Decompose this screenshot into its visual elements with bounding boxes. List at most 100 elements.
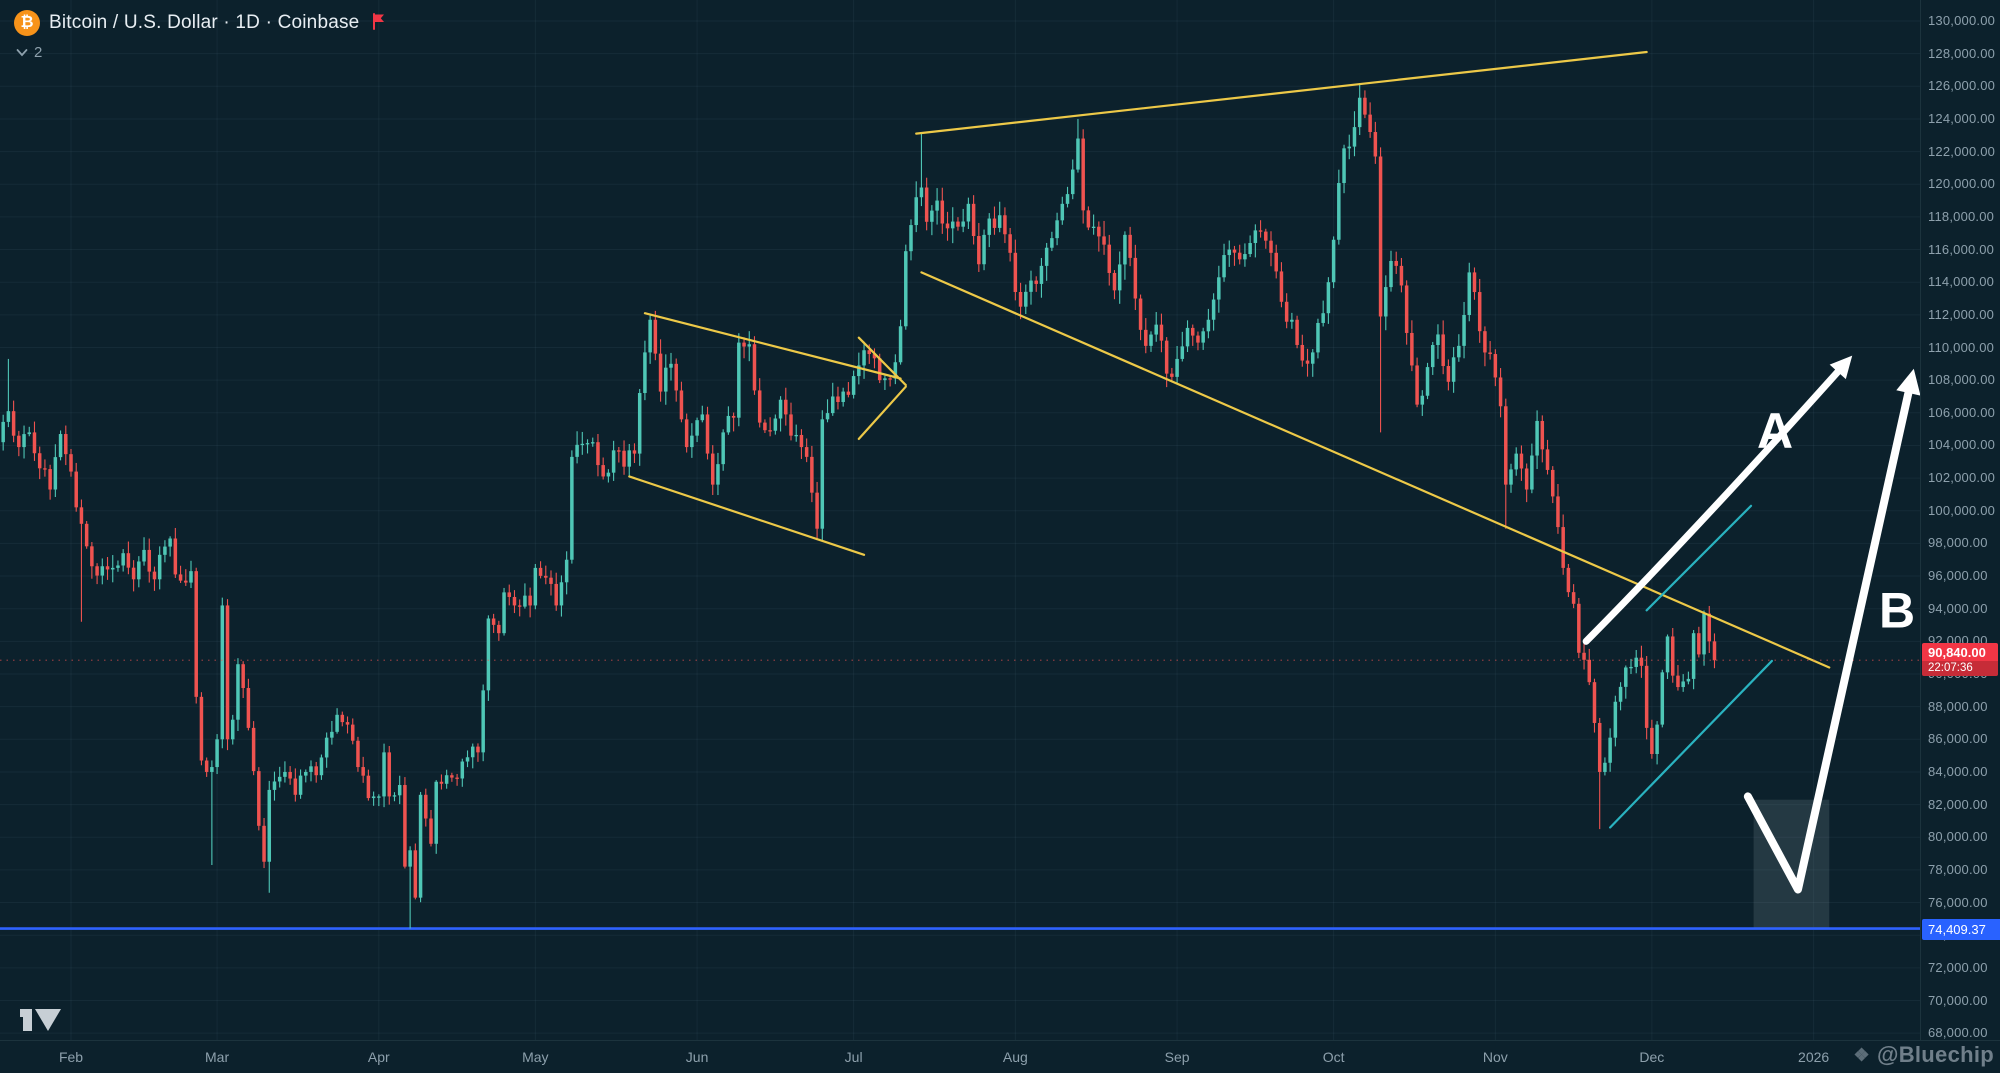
price-tick-label: 118,000.00 [1928, 208, 1995, 224]
flag-icon[interactable] [368, 11, 388, 36]
candle-body [424, 794, 428, 819]
candle-body [497, 624, 501, 634]
candle-body [1639, 657, 1644, 666]
candle-body [48, 469, 52, 490]
candle-body [17, 435, 21, 448]
label-letter-b[interactable]: B [1879, 582, 1915, 638]
candle-body [502, 592, 506, 634]
candle-body [1321, 313, 1325, 323]
candle-body [178, 574, 183, 581]
candle-body [1274, 252, 1278, 272]
candle-body [1483, 331, 1487, 353]
candle-body [1034, 280, 1038, 284]
candle-body [1702, 613, 1706, 655]
candle-body [1044, 247, 1049, 266]
candle-body [1545, 449, 1550, 470]
candle-body [1665, 636, 1670, 673]
candle-body [549, 577, 553, 584]
symbol-title[interactable]: Bitcoin / U.S. Dollar · 1D · Coinbase [49, 12, 360, 33]
trendline-channel-lower[interactable] [1609, 659, 1773, 829]
candle-body [700, 414, 705, 421]
candle-body [230, 719, 235, 740]
candle-body [116, 565, 120, 568]
candle-body [1091, 226, 1096, 228]
trendline-pennant-upper[interactable] [857, 336, 907, 387]
price-tick-label: 110,000.00 [1928, 339, 1995, 355]
candle-body [429, 818, 433, 844]
candle-body [283, 771, 287, 777]
candle-body [1070, 169, 1075, 195]
candle-body [293, 778, 298, 795]
trendline-descending-resistance[interactable] [920, 271, 1831, 669]
candle-body [157, 554, 162, 580]
candle-body [632, 450, 637, 454]
indicator-collapse-row[interactable]: 2 [16, 44, 42, 61]
price-tick-label: 70,000.00 [1928, 992, 1988, 1008]
candle-body [523, 595, 527, 607]
candle-body [956, 221, 960, 227]
tradingview-logo[interactable] [18, 1006, 64, 1039]
candle-body [1446, 366, 1451, 382]
candle-body [554, 583, 558, 606]
trendline-wedge-lower[interactable] [628, 475, 866, 556]
candle-body [408, 850, 412, 867]
projection-arrow-b[interactable] [1743, 382, 1914, 894]
arrowhead-a [1829, 355, 1853, 380]
candle-body [544, 575, 548, 578]
candle-body [1300, 344, 1305, 361]
candle-body [152, 571, 157, 580]
watermark: ❖ @Bluechip [1854, 1042, 1995, 1068]
candle-body [679, 390, 684, 420]
label-letter-a[interactable]: A [1757, 403, 1793, 459]
price-tick-label: 98,000.00 [1928, 535, 1988, 551]
candle-body [1420, 395, 1425, 405]
candle-body [570, 456, 574, 560]
candle-body [377, 796, 381, 798]
projection-arrow-a[interactable] [1582, 364, 1845, 645]
time-tick-label: 2026 [1798, 1049, 1830, 1065]
candle-body [872, 354, 877, 359]
price-axis[interactable]: 68,000.0070,000.0072,000.0074,000.0076,0… [1920, 0, 2000, 1040]
candle-body [1337, 183, 1341, 240]
candle-body [1310, 352, 1315, 364]
price-tick-label: 68,000.00 [1928, 1025, 1988, 1041]
time-tick-label: Nov [1482, 1049, 1508, 1065]
candle-body [1650, 727, 1654, 754]
trendline-top-resistance[interactable] [915, 50, 1648, 135]
candle-body [455, 777, 459, 779]
time-axis[interactable]: Feb Mar Apr May Jun Jul Aug Sep Oct Nov Dec 2026 [0, 1040, 2000, 1073]
watermark-handle: @Bluechip [1876, 1042, 1994, 1067]
trendline-pennant-lower[interactable] [857, 385, 907, 441]
last-price-value: 90,840.00 [1928, 645, 1986, 661]
candle-body [324, 737, 329, 758]
candle-body [710, 453, 715, 485]
candle-body [1676, 675, 1680, 688]
candle-body [1227, 249, 1232, 256]
candle-body [851, 376, 856, 395]
price-tick-label: 96,000.00 [1928, 568, 1988, 584]
trendline-wedge-upper[interactable] [643, 312, 902, 380]
candle-body [617, 450, 621, 452]
candle-body [622, 450, 626, 467]
candle-body [444, 775, 449, 784]
candle-body [1206, 319, 1211, 332]
candle-body [1556, 496, 1560, 528]
candle-body [945, 223, 950, 229]
candle-body [935, 200, 939, 211]
candle-body [982, 234, 986, 265]
candle-body [1232, 249, 1237, 253]
candle-body [1123, 234, 1127, 265]
candle-body [69, 454, 73, 472]
candle-body [888, 378, 892, 380]
indicator-count: 2 [34, 44, 43, 61]
projection-box[interactable] [1753, 799, 1830, 929]
candle-body [1269, 240, 1273, 253]
candle-body [1571, 592, 1576, 604]
candle-body [1222, 255, 1226, 278]
candle-body [1624, 667, 1628, 687]
candle-body [1608, 737, 1612, 763]
price-tick-label: 104,000.00 [1928, 437, 1996, 453]
candle-body [1180, 346, 1185, 359]
trendline-channel-upper[interactable] [1645, 504, 1753, 612]
